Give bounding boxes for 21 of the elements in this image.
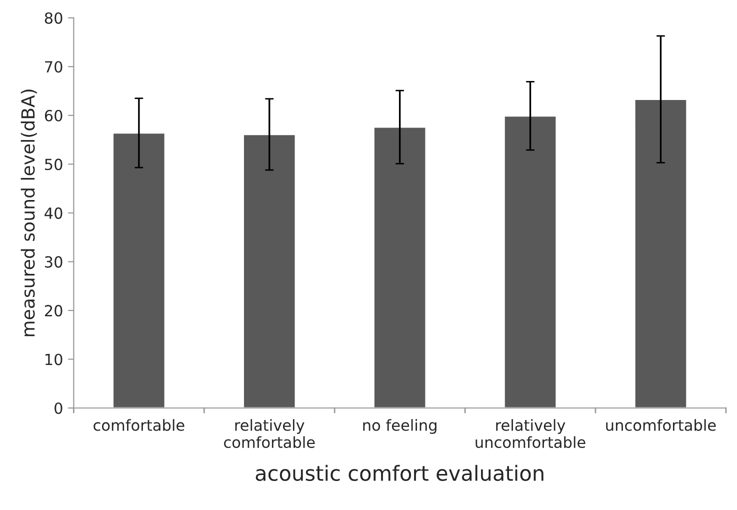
y-tick-label: 40 [44,207,62,219]
y-axis-title: measured sound level(dBA) [20,90,37,336]
x-tick-label: no feeling [363,419,436,434]
y-tick-label: 70 [45,61,62,73]
x-tick-label: uncomfortable [606,419,716,431]
x-tick-label: relatively uncomfortable [476,419,586,448]
bar [112,132,166,408]
y-tick-label: 30 [45,256,62,268]
y-tick-label: 60 [44,110,62,122]
y-tick-label: 10 [46,354,62,366]
y-tick-label: 80 [44,12,62,24]
y-tick-label: 50 [45,158,62,170]
bar [373,126,427,408]
x-tick-label: relatively comfortable [224,419,315,448]
bar [503,115,558,408]
x-axis-title: acoustic comfort evaluation [256,464,544,482]
y-tick-label: 20 [44,304,62,316]
bar [634,98,688,408]
y-tick-label: 0 [54,402,62,414]
bar [242,134,296,408]
x-tick-label: comfortable [94,419,184,431]
